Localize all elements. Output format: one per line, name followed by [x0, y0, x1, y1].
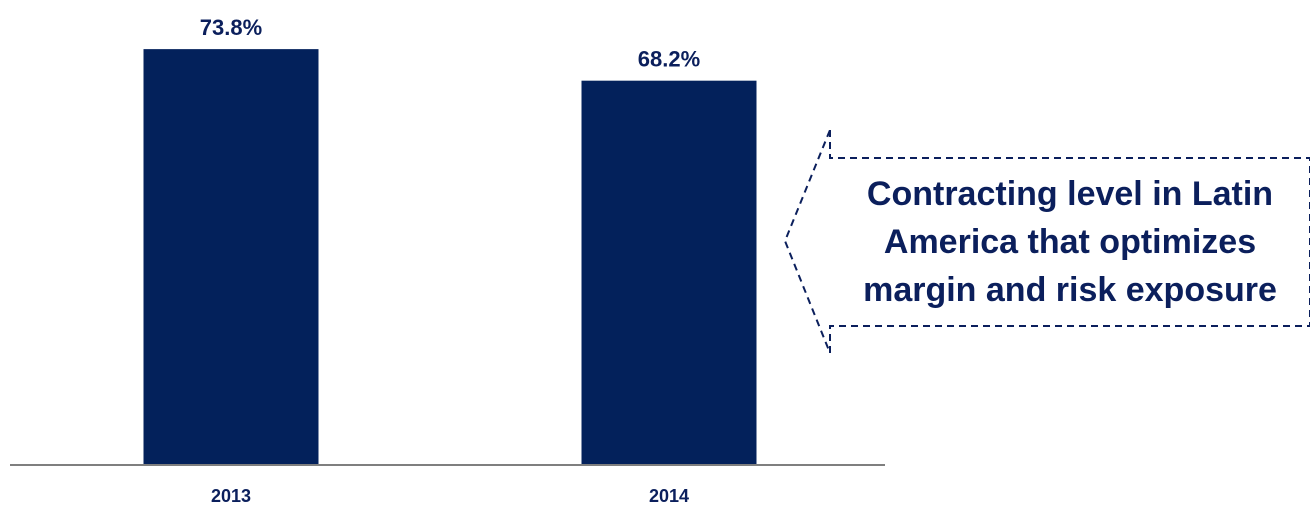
bar-2013	[143, 49, 319, 466]
category-label-2013: 2013	[211, 486, 251, 506]
callout-line-1: Contracting level in Latin	[866, 175, 1274, 213]
callout-line-2: America that optimizes	[883, 223, 1257, 261]
callout-arrow-shape	[783, 129, 1310, 354]
value-label-2014: 68.2%	[638, 47, 700, 72]
value-label-2013: 73.8%	[200, 15, 262, 40]
bar-2014	[581, 80, 757, 466]
callout-line-3: margin and risk exposure	[863, 271, 1277, 309]
bars-group	[143, 49, 757, 466]
category-label-2014: 2014	[649, 486, 689, 506]
labels-group: 73.8% 2013 68.2% 2014	[200, 15, 700, 506]
callout-text: Contracting level in Latin America that …	[835, 168, 1305, 316]
